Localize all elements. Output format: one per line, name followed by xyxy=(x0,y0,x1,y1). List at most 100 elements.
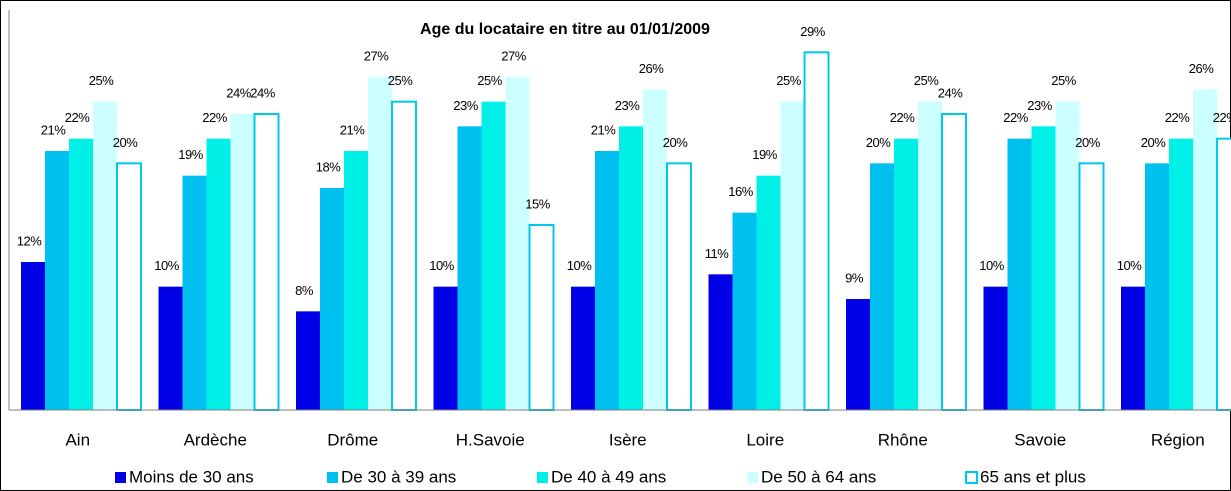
legend-label: De 40 à 49 ans xyxy=(551,467,666,486)
bar xyxy=(894,138,918,410)
data-label: 26% xyxy=(1189,61,1214,76)
x-tick-label: H.Savoie xyxy=(456,430,525,449)
bar xyxy=(941,113,967,411)
bar xyxy=(296,311,320,410)
data-label: 9% xyxy=(845,270,864,285)
data-label: 25% xyxy=(1051,73,1076,88)
data-label: 19% xyxy=(178,147,203,162)
bar xyxy=(595,151,619,410)
data-label: 16% xyxy=(728,184,753,199)
bar xyxy=(1007,138,1032,410)
data-label: 26% xyxy=(639,61,664,76)
bar xyxy=(846,299,870,410)
data-label: 22% xyxy=(890,110,915,125)
bar xyxy=(666,162,692,411)
bar xyxy=(230,114,255,410)
bar xyxy=(571,286,595,410)
bar xyxy=(481,101,506,411)
bar xyxy=(732,212,757,410)
data-label: 15% xyxy=(525,196,550,211)
bar xyxy=(93,101,117,411)
data-label: 8% xyxy=(295,283,314,298)
bar xyxy=(368,77,392,410)
bar xyxy=(1193,89,1217,410)
legend-swatch xyxy=(537,472,548,483)
data-label: 21% xyxy=(41,122,66,137)
data-label: 20% xyxy=(113,135,138,150)
data-label: 25% xyxy=(914,73,939,88)
data-label: 24% xyxy=(938,85,963,100)
bar xyxy=(21,262,45,410)
data-label: 25% xyxy=(776,73,801,88)
bar xyxy=(45,151,69,410)
bar xyxy=(870,163,894,410)
data-label: 19% xyxy=(752,147,777,162)
legend-swatch xyxy=(747,472,758,483)
chart-title: Age du locataire en titre au 01/01/2009 xyxy=(420,21,710,38)
legend-label: 65 ans et plus xyxy=(980,467,1086,486)
bar xyxy=(756,175,781,410)
data-label: 22% xyxy=(1165,110,1190,125)
x-tick-label: Isère xyxy=(609,430,647,449)
data-label: 10% xyxy=(567,258,592,273)
legend-swatch xyxy=(115,472,126,483)
bar xyxy=(1055,101,1080,411)
data-label: 23% xyxy=(1027,98,1052,113)
data-label: 22% xyxy=(202,110,227,125)
bar xyxy=(780,101,805,411)
data-label: 22% xyxy=(1003,110,1028,125)
bar xyxy=(457,126,482,410)
bar xyxy=(69,138,93,410)
bar xyxy=(918,101,942,411)
bar xyxy=(433,286,458,410)
data-label: 24% xyxy=(226,85,251,100)
data-label: 21% xyxy=(340,122,365,137)
legend-label: Moins de 30 ans xyxy=(129,467,254,486)
bar xyxy=(158,286,183,410)
data-label: 25% xyxy=(388,73,413,88)
data-label: 23% xyxy=(615,98,640,113)
data-label: 11% xyxy=(705,246,729,261)
data-label: 25% xyxy=(477,73,502,88)
data-label: 22% xyxy=(1213,110,1231,125)
legend-swatch xyxy=(965,471,978,484)
data-label: 27% xyxy=(501,48,526,63)
bar xyxy=(1216,137,1231,412)
bar xyxy=(1078,162,1105,411)
bar xyxy=(253,113,280,411)
x-tick-label: Région xyxy=(1151,430,1205,449)
bar xyxy=(528,224,555,411)
bar xyxy=(983,286,1008,410)
x-tick-label: Rhône xyxy=(878,430,928,449)
data-label: 12% xyxy=(17,233,42,248)
data-label: 20% xyxy=(1075,135,1100,150)
bar xyxy=(619,126,643,410)
data-label: 20% xyxy=(1141,135,1166,150)
data-label: 23% xyxy=(453,98,478,113)
bar xyxy=(320,188,344,410)
data-label: 10% xyxy=(979,258,1004,273)
data-label: 20% xyxy=(663,135,688,150)
data-label: 10% xyxy=(154,258,179,273)
x-tick-label: Ain xyxy=(65,430,90,449)
legend-label: De 30 à 39 ans xyxy=(341,467,456,486)
bar xyxy=(1031,126,1056,410)
x-tick-label: Savoie xyxy=(1014,430,1066,449)
data-label: 25% xyxy=(89,73,114,88)
data-label: 24% xyxy=(250,85,275,100)
bar xyxy=(1145,163,1169,410)
x-tick-label: Ardèche xyxy=(184,430,247,449)
bar xyxy=(708,274,733,410)
bar xyxy=(182,175,207,410)
bar xyxy=(643,89,667,410)
legend-label: De 50 à 64 ans xyxy=(761,467,876,486)
data-label: 21% xyxy=(591,122,616,137)
data-label: 22% xyxy=(65,110,90,125)
data-label: 10% xyxy=(429,258,454,273)
data-label: 18% xyxy=(316,159,341,174)
data-label: 20% xyxy=(866,135,891,150)
data-label: 10% xyxy=(1117,258,1142,273)
bar xyxy=(1169,138,1193,410)
bar xyxy=(116,162,142,411)
